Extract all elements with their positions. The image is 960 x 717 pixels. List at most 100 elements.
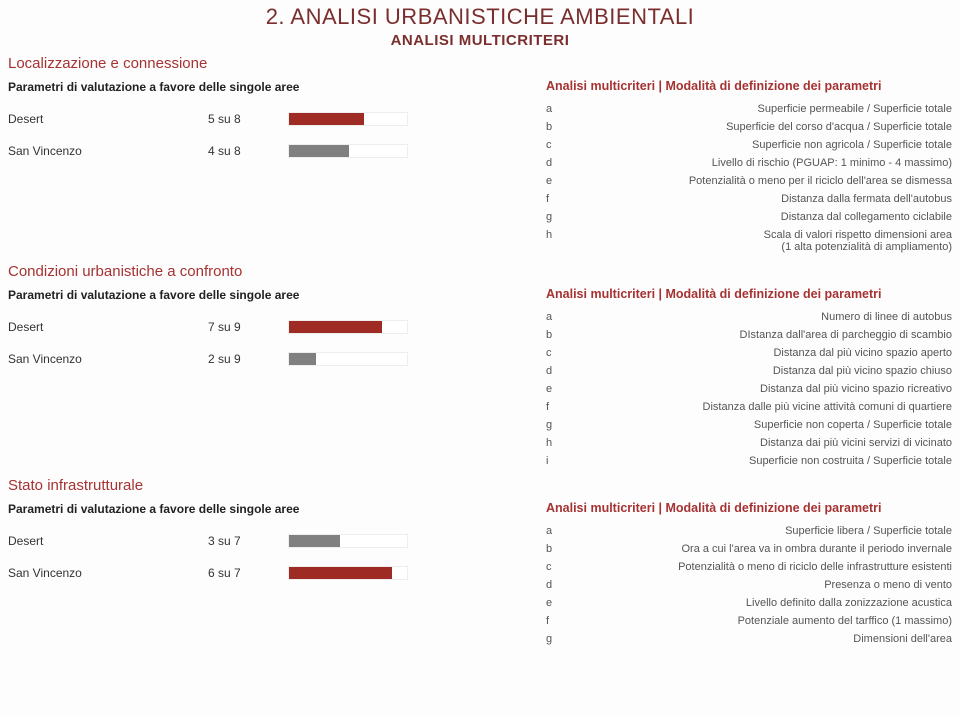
definition-key: b xyxy=(546,121,564,133)
definition-key: h xyxy=(546,229,564,253)
definition-row: fDistanza dalla fermata dell'autobus xyxy=(546,193,952,205)
definition-text: Distanza dal collegamento ciclabile xyxy=(564,211,952,223)
area-score: 6 su 7 xyxy=(208,566,288,580)
definition-row: bSuperficie del corso d'acqua / Superfic… xyxy=(546,121,952,133)
definition-row: gSuperficie non coperta / Superficie tot… xyxy=(546,419,952,431)
section-title: Condizioni urbanistiche a confronto xyxy=(8,263,528,280)
definition-text: Distanza dai più vicini servizi di vicin… xyxy=(564,437,952,449)
analysis-section: Stato infrastrutturaleParametri di valut… xyxy=(8,477,952,651)
definition-row: fPotenziale aumento del tarffico (1 mass… xyxy=(546,615,952,627)
definition-key: d xyxy=(546,365,564,377)
definition-key: c xyxy=(546,139,564,151)
definition-row: cDistanza dal più vicino spazio aperto xyxy=(546,347,952,359)
definition-text: Distanza dal più vicino spazio chiuso xyxy=(564,365,952,377)
definitions-title: Analisi multicriteri | Modalità di defin… xyxy=(546,79,952,93)
definition-row: bOra a cui l'area va in ombra durante il… xyxy=(546,543,952,555)
area-score: 4 su 8 xyxy=(208,144,288,158)
definition-key: g xyxy=(546,211,564,223)
definition-row: bDIstanza dall'area di parcheggio di sca… xyxy=(546,329,952,341)
section-title: Stato infrastrutturale xyxy=(8,477,528,494)
area-name: Desert xyxy=(8,534,208,548)
definition-key: e xyxy=(546,383,564,395)
definition-text: Potenziale aumento del tarffico (1 massi… xyxy=(564,615,952,627)
definition-text: Scala di valori rispetto dimensioni area… xyxy=(564,229,952,253)
analysis-section: Condizioni urbanistiche a confronto Param… xyxy=(8,263,952,473)
definition-key: b xyxy=(546,329,564,341)
definition-key: f xyxy=(546,401,564,413)
definition-row: dDistanza dal più vicino spazio chiuso xyxy=(546,365,952,377)
section-title: Localizzazione e connessione xyxy=(8,55,528,72)
definition-key: a xyxy=(546,103,564,115)
analysis-section: Localizzazione e connessione Parametri di… xyxy=(8,55,952,259)
definition-text: Ora a cui l'area va in ombra durante il … xyxy=(564,543,952,555)
definition-text: Superficie libera / Superficie totale xyxy=(564,525,952,537)
definition-key: a xyxy=(546,525,564,537)
definition-text: Distanza dal più vicino spazio aperto xyxy=(564,347,952,359)
definition-text: Superficie permeabile / Superficie total… xyxy=(564,103,952,115)
area-name: San Vincenzo xyxy=(8,566,208,580)
definition-row: gDimensioni dell'area xyxy=(546,633,952,645)
definition-row: hScala di valori rispetto dimensioni are… xyxy=(546,229,952,253)
score-bar-fill xyxy=(289,535,340,547)
param-row: Desert3 su 7 xyxy=(8,534,528,548)
definition-text: Superficie non agricola / Superficie tot… xyxy=(564,139,952,151)
area-name: Desert xyxy=(8,112,208,126)
param-label: Parametri di valutazione a favore delle … xyxy=(8,288,528,302)
definition-row: eDistanza dal più vicino spazio ricreati… xyxy=(546,383,952,395)
definition-key: e xyxy=(546,175,564,187)
param-row: San Vincenzo4 su 8 xyxy=(8,144,528,158)
definition-text: Potenzialità o meno per il riciclo dell'… xyxy=(564,175,952,187)
page-subtitle: ANALISI MULTICRITERI xyxy=(8,32,952,49)
definition-row: hDistanza dai più vicini servizi di vici… xyxy=(546,437,952,449)
score-bar-track xyxy=(288,144,408,158)
definition-key: b xyxy=(546,543,564,555)
score-bar-track xyxy=(288,112,408,126)
page-title: 2. ANALISI URBANISTICHE AMBIENTALI xyxy=(8,4,952,30)
definition-row: cSuperficie non agricola / Superficie to… xyxy=(546,139,952,151)
definition-text: Superficie non costruita / Superficie to… xyxy=(564,455,952,467)
definition-key: g xyxy=(546,419,564,431)
param-row: Desert5 su 8 xyxy=(8,112,528,126)
area-name: San Vincenzo xyxy=(8,352,208,366)
definition-key: a xyxy=(546,311,564,323)
definition-row: iSuperficie non costruita / Superficie t… xyxy=(546,455,952,467)
definition-text: Livello definito dalla zonizzazione acus… xyxy=(564,597,952,609)
definition-key: f xyxy=(546,193,564,205)
area-score: 7 su 9 xyxy=(208,320,288,334)
score-bar-fill xyxy=(289,113,364,125)
score-bar-fill xyxy=(289,353,316,365)
definition-key: h xyxy=(546,437,564,449)
definition-text: DIstanza dall'area di parcheggio di scam… xyxy=(564,329,952,341)
definition-text: Superficie del corso d'acqua / Superfici… xyxy=(564,121,952,133)
definitions-title: Analisi multicriteri | Modalità di defin… xyxy=(546,287,952,301)
definition-key: d xyxy=(546,579,564,591)
area-name: Desert xyxy=(8,320,208,334)
definitions-title: Analisi multicriteri | Modalità di defin… xyxy=(546,501,952,515)
definition-key: g xyxy=(546,633,564,645)
definition-row: cPotenzialità o meno di riciclo delle in… xyxy=(546,561,952,573)
param-row: San Vincenzo2 su 9 xyxy=(8,352,528,366)
definition-text: Presenza o meno di vento xyxy=(564,579,952,591)
definition-key: f xyxy=(546,615,564,627)
param-label: Parametri di valutazione a favore delle … xyxy=(8,80,528,94)
definition-key: e xyxy=(546,597,564,609)
score-bar-fill xyxy=(289,321,382,333)
score-bar-track xyxy=(288,320,408,334)
definition-row: dLivello di rischio (PGUAP: 1 minimo - 4… xyxy=(546,157,952,169)
definition-row: ePotenzialità o meno per il riciclo dell… xyxy=(546,175,952,187)
score-bar-track xyxy=(288,534,408,548)
area-score: 3 su 7 xyxy=(208,534,288,548)
score-bar-fill xyxy=(289,567,392,579)
param-row: San Vincenzo6 su 7 xyxy=(8,566,528,580)
definition-text: Distanza dal più vicino spazio ricreativ… xyxy=(564,383,952,395)
definition-text: Potenzialità o meno di riciclo delle inf… xyxy=(564,561,952,573)
definition-row: aNumero di linee di autobus xyxy=(546,311,952,323)
definition-text: Distanza dalla fermata dell'autobus xyxy=(564,193,952,205)
area-score: 5 su 8 xyxy=(208,112,288,126)
definition-row: fDistanza dalle più vicine attività comu… xyxy=(546,401,952,413)
param-row: Desert7 su 9 xyxy=(8,320,528,334)
score-bar-track xyxy=(288,566,408,580)
definition-row: gDistanza dal collegamento ciclabile xyxy=(546,211,952,223)
area-name: San Vincenzo xyxy=(8,144,208,158)
definition-key: c xyxy=(546,347,564,359)
